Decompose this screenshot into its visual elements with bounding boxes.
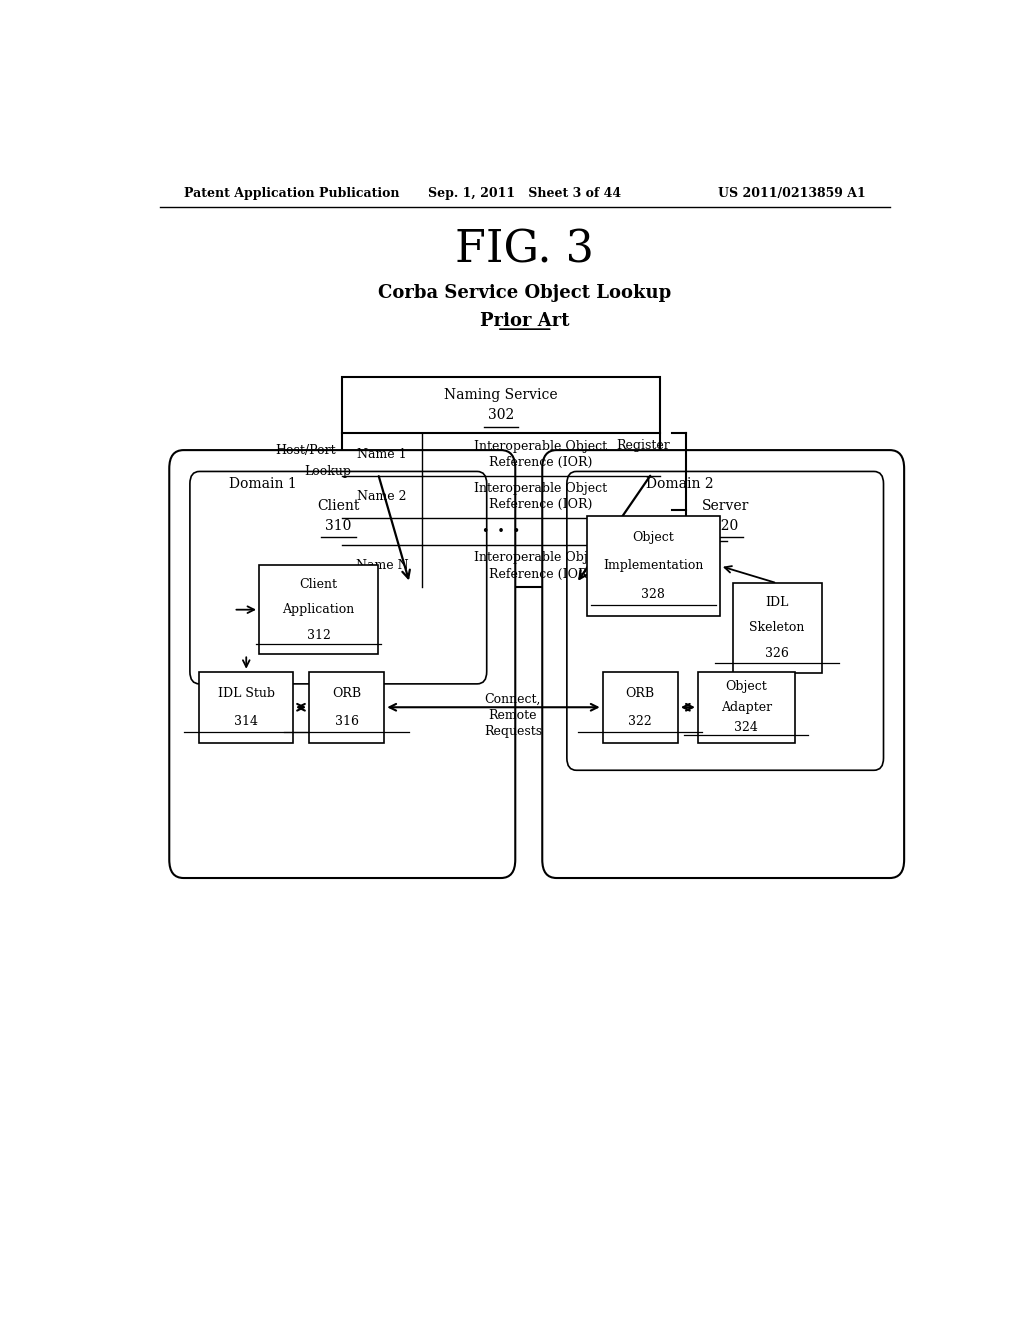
Text: 324: 324: [734, 721, 758, 734]
Text: IDL Stub: IDL Stub: [218, 686, 274, 700]
Text: Name 2: Name 2: [357, 490, 407, 503]
Text: 314: 314: [234, 715, 258, 729]
Text: 322: 322: [629, 715, 652, 729]
Text: ORB: ORB: [332, 686, 361, 700]
Text: Name N: Name N: [355, 560, 409, 573]
Text: US 2011/0213859 A1: US 2011/0213859 A1: [718, 187, 866, 201]
Text: ORB: ORB: [626, 686, 654, 700]
Text: Remote: Remote: [488, 709, 538, 722]
Text: •  •  •: • • •: [482, 525, 520, 539]
Bar: [342, 378, 659, 587]
Text: 316: 316: [335, 715, 358, 729]
Text: Connect,: Connect,: [484, 693, 541, 706]
FancyBboxPatch shape: [543, 450, 904, 878]
Text: Interoperable Object
Reference (IOR): Interoperable Object Reference (IOR): [474, 440, 607, 469]
Text: Implementation: Implementation: [603, 560, 703, 573]
FancyBboxPatch shape: [189, 471, 486, 684]
Text: Host/Port: Host/Port: [274, 444, 336, 457]
Text: IDL: IDL: [766, 595, 788, 609]
Text: Register: Register: [616, 438, 670, 451]
Text: Application: Application: [283, 603, 354, 616]
Text: Listed: Listed: [695, 491, 739, 504]
Text: Lookup: Lookup: [304, 465, 351, 478]
Text: Client: Client: [317, 499, 359, 513]
Text: 326: 326: [765, 647, 790, 660]
Text: Server: Server: [701, 499, 749, 513]
Text: 328: 328: [641, 587, 666, 601]
Text: 302: 302: [487, 408, 514, 422]
Text: Skeleton: Skeleton: [750, 622, 805, 635]
Bar: [200, 672, 293, 743]
Text: FIG. 3: FIG. 3: [456, 228, 594, 272]
Text: Interoperable Object
Reference (IOR): Interoperable Object Reference (IOR): [474, 482, 607, 511]
Bar: [309, 672, 384, 743]
Bar: [602, 672, 678, 743]
Bar: [259, 565, 378, 655]
Text: Corba Service Object Lookup: Corba Service Object Lookup: [378, 284, 672, 301]
Bar: [587, 516, 720, 615]
Text: Prior Art: Prior Art: [480, 312, 569, 330]
Text: 312: 312: [306, 628, 331, 642]
Text: Naming Service: Naming Service: [444, 388, 558, 401]
FancyBboxPatch shape: [567, 471, 884, 771]
Text: Requests: Requests: [483, 725, 542, 738]
Bar: [733, 583, 821, 673]
Text: Services: Services: [695, 507, 756, 521]
Bar: [697, 672, 795, 743]
Text: 310: 310: [325, 519, 351, 533]
FancyBboxPatch shape: [169, 450, 515, 878]
Text: Interoperable Object
Reference (IOR): Interoperable Object Reference (IOR): [474, 552, 607, 581]
Text: 320: 320: [712, 519, 738, 533]
Text: Object: Object: [633, 531, 674, 544]
Text: 304: 304: [695, 525, 722, 540]
Text: Patent Application Publication: Patent Application Publication: [183, 187, 399, 201]
Text: Name 1: Name 1: [357, 447, 407, 461]
Text: Domain 2: Domain 2: [646, 477, 714, 491]
Text: Object: Object: [725, 680, 767, 693]
Text: Domain 1: Domain 1: [229, 477, 297, 491]
Text: Adapter: Adapter: [721, 701, 772, 714]
Text: Sep. 1, 2011   Sheet 3 of 44: Sep. 1, 2011 Sheet 3 of 44: [428, 187, 622, 201]
Text: Client: Client: [299, 578, 338, 590]
